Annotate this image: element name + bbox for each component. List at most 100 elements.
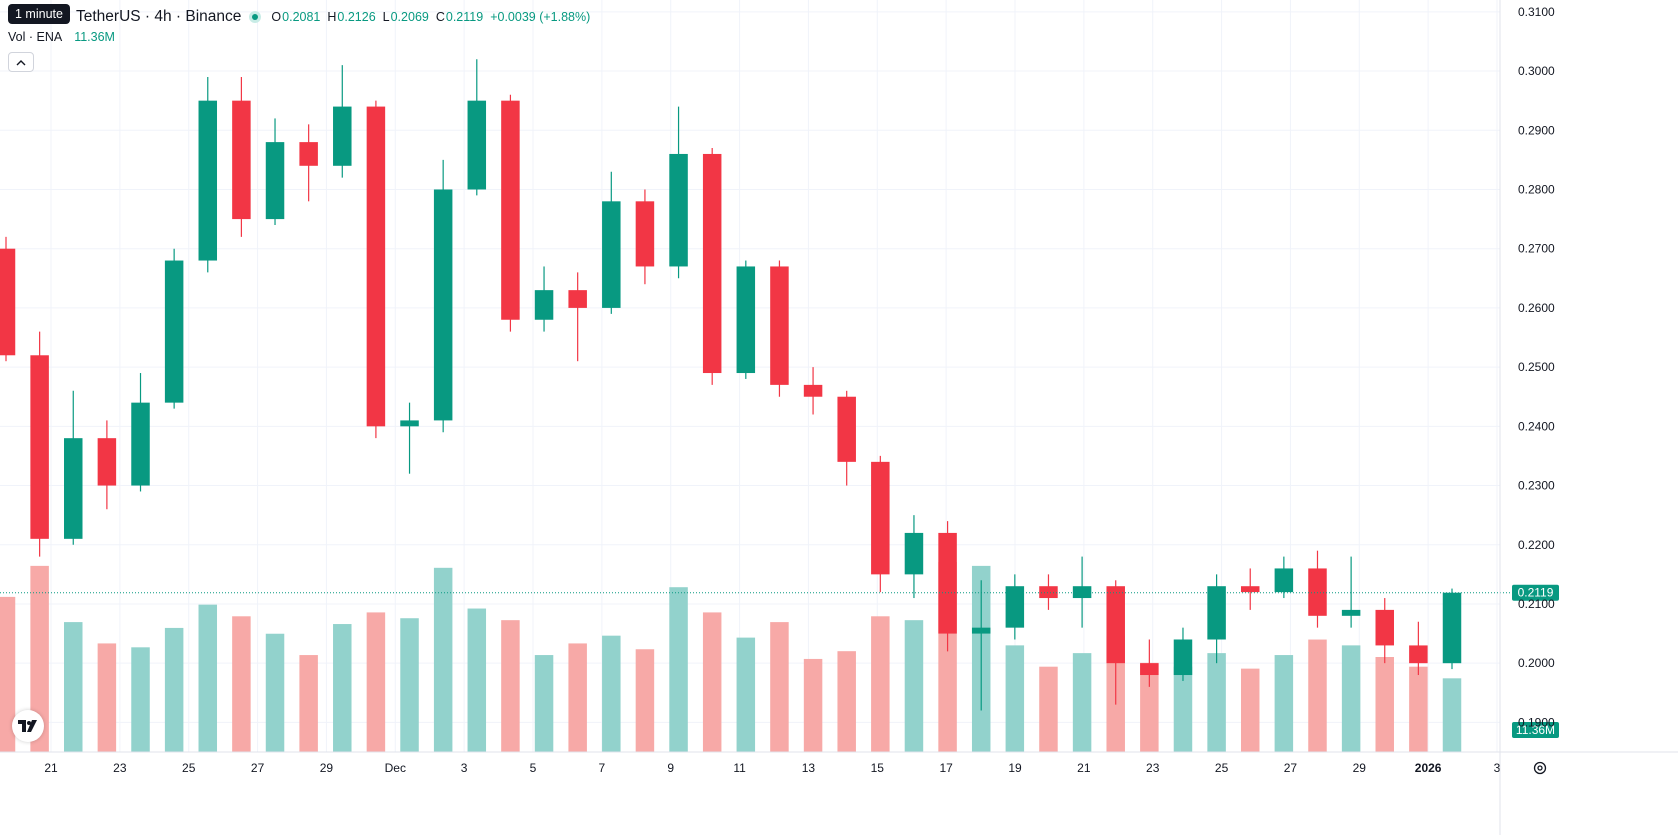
- y-tick-label: 0.1900: [1518, 715, 1555, 729]
- volume-bar: [1039, 666, 1058, 752]
- interval-tooltip: 1 minute: [8, 4, 70, 24]
- volume-value: 11.36M: [74, 30, 115, 44]
- symbol-legend: TetherUS · 4h · Binance O 0.2081 H 0.2126 …: [8, 6, 597, 28]
- x-tick-label: Dec: [385, 761, 406, 775]
- high-key: H: [327, 10, 337, 24]
- candle-body: [871, 461, 890, 575]
- x-tick-label: 21: [1077, 761, 1091, 775]
- open-key: O: [271, 10, 282, 24]
- candle-body: [938, 532, 957, 634]
- volume-bar: [1442, 678, 1462, 752]
- volume-bar: [1341, 645, 1361, 752]
- x-tick-label: 3: [461, 761, 468, 775]
- candle-body: [1173, 639, 1193, 676]
- volume-bar: [803, 658, 823, 752]
- y-tick-label: 0.2000: [1518, 656, 1555, 670]
- low-key: L: [382, 10, 390, 24]
- x-tick-label: 9: [667, 761, 674, 775]
- volume-value-badge: [1512, 722, 1559, 738]
- candle-body: [1409, 645, 1428, 664]
- volume-bar: [400, 618, 419, 752]
- candle-body: [669, 153, 688, 267]
- open-value: 0.2081: [282, 10, 321, 24]
- y-tick-label: 0.3100: [1518, 5, 1555, 19]
- x-tick-label: 19: [1008, 761, 1022, 775]
- volume-bar: [30, 565, 49, 752]
- x-tick-label: 5: [530, 761, 537, 775]
- volume-bar: [1240, 668, 1260, 752]
- x-tick-label: 17: [939, 761, 953, 775]
- candle-body: [299, 142, 318, 166]
- candle-body: [837, 396, 856, 462]
- x-tick-label: 23: [113, 761, 127, 775]
- candle-body: [1274, 568, 1294, 593]
- candle-body: [1442, 592, 1462, 664]
- volume-bar: [1409, 666, 1428, 752]
- candle-body: [0, 248, 16, 356]
- candle-body: [1240, 586, 1260, 593]
- candle-body: [568, 290, 587, 308]
- x-tick-label: 27: [1284, 761, 1298, 775]
- volume-bar: [232, 616, 251, 752]
- y-tick-label: 0.2900: [1518, 123, 1555, 137]
- y-tick-label: 0.2800: [1518, 182, 1555, 196]
- y-tick-label: 0.2200: [1518, 538, 1555, 552]
- candle-body: [1207, 586, 1226, 640]
- volume-bar: [736, 637, 756, 752]
- volume-bar: [501, 620, 520, 752]
- candle-body: [1106, 586, 1125, 664]
- x-tick-label: 3: [1494, 761, 1501, 775]
- volume-bar: [1375, 657, 1394, 752]
- symbol-title[interactable]: TetherUS · 4h · Binance: [76, 8, 242, 25]
- volume-bar: [366, 612, 386, 752]
- candle-body: [1072, 586, 1092, 599]
- y-tick-label: 0.2400: [1518, 419, 1555, 433]
- gear-icon[interactable]: [1532, 760, 1548, 776]
- volume-bar: [669, 587, 688, 752]
- collapse-legend-button[interactable]: [8, 52, 34, 72]
- volume-bar: [0, 596, 16, 752]
- candle-body: [904, 532, 924, 575]
- candle-body: [232, 100, 251, 220]
- volume-bar: [1140, 662, 1159, 752]
- x-tick-label: 25: [1215, 761, 1229, 775]
- candle-body: [1039, 586, 1058, 599]
- x-tick-label: 15: [871, 761, 885, 775]
- candlesticks: [0, 59, 1462, 711]
- candle-body: [534, 290, 554, 320]
- y-tick-label: 0.2500: [1518, 360, 1555, 374]
- volume-bar: [837, 651, 856, 752]
- volume-bar: [1173, 666, 1193, 752]
- candle-body: [971, 627, 991, 634]
- x-tick-label: 29: [1353, 761, 1367, 775]
- volume-bar: [64, 622, 83, 752]
- volume-bar: [1005, 645, 1025, 752]
- candle-body: [702, 153, 722, 374]
- volume-bar: [1207, 653, 1226, 752]
- x-tick-label: 2026: [1415, 761, 1442, 775]
- candle-body: [64, 438, 83, 539]
- candle-body: [803, 384, 823, 397]
- x-tick-label: 25: [182, 761, 196, 775]
- close-key: C: [435, 10, 445, 24]
- candle-body: [164, 260, 184, 403]
- candle-body: [198, 100, 218, 261]
- candle-body: [366, 106, 386, 427]
- last-price-badge: [1512, 584, 1559, 601]
- volume-bar: [433, 567, 453, 752]
- candle-body: [467, 100, 487, 190]
- candle-body: [97, 438, 117, 486]
- candle-body: [131, 402, 150, 486]
- volume-bar: [1274, 655, 1294, 752]
- candle-body: [1341, 609, 1361, 616]
- candle-body: [333, 106, 352, 166]
- volume-bar: [904, 620, 924, 752]
- volume-bar: [198, 604, 218, 752]
- tradingview-logo-icon[interactable]: [12, 710, 44, 742]
- candle-body: [602, 201, 621, 308]
- volume-label[interactable]: Vol · ENA: [8, 30, 63, 44]
- candle-body: [770, 266, 789, 385]
- x-tick-label: 21: [44, 761, 58, 775]
